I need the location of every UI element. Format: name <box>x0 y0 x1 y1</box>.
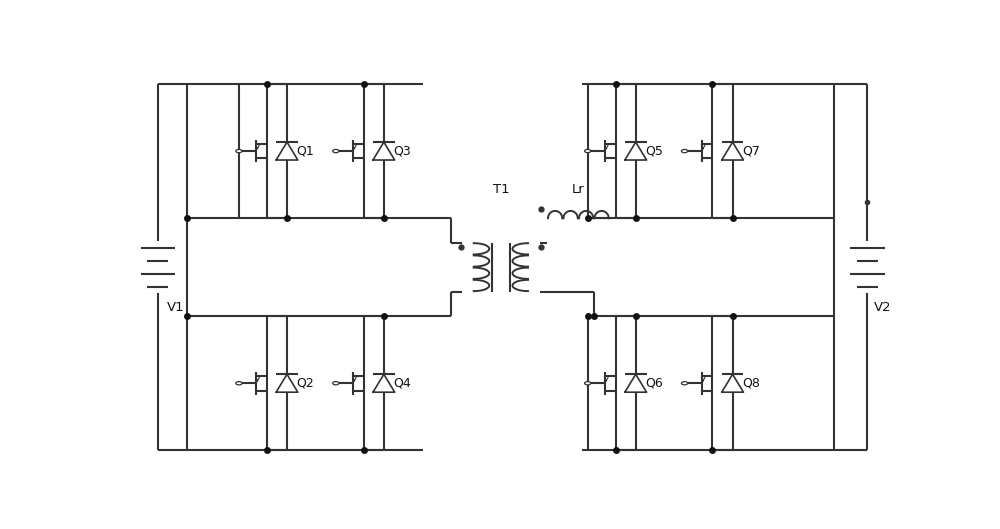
Circle shape <box>333 381 339 385</box>
Circle shape <box>236 149 242 153</box>
Circle shape <box>585 381 591 385</box>
Text: V2: V2 <box>874 302 891 314</box>
Circle shape <box>681 149 688 153</box>
Text: Q7: Q7 <box>742 144 760 158</box>
Text: Q3: Q3 <box>393 144 411 158</box>
Text: Q4: Q4 <box>393 377 411 390</box>
Circle shape <box>333 149 339 153</box>
Circle shape <box>236 381 242 385</box>
Circle shape <box>585 149 591 153</box>
Text: Lr: Lr <box>572 183 585 196</box>
Text: Q8: Q8 <box>742 377 760 390</box>
Text: Q6: Q6 <box>645 377 663 390</box>
Text: T1: T1 <box>493 183 509 196</box>
Text: Q5: Q5 <box>645 144 663 158</box>
Text: V1: V1 <box>167 302 184 314</box>
Text: Q2: Q2 <box>296 377 314 390</box>
Circle shape <box>681 381 688 385</box>
Text: Q1: Q1 <box>296 144 314 158</box>
